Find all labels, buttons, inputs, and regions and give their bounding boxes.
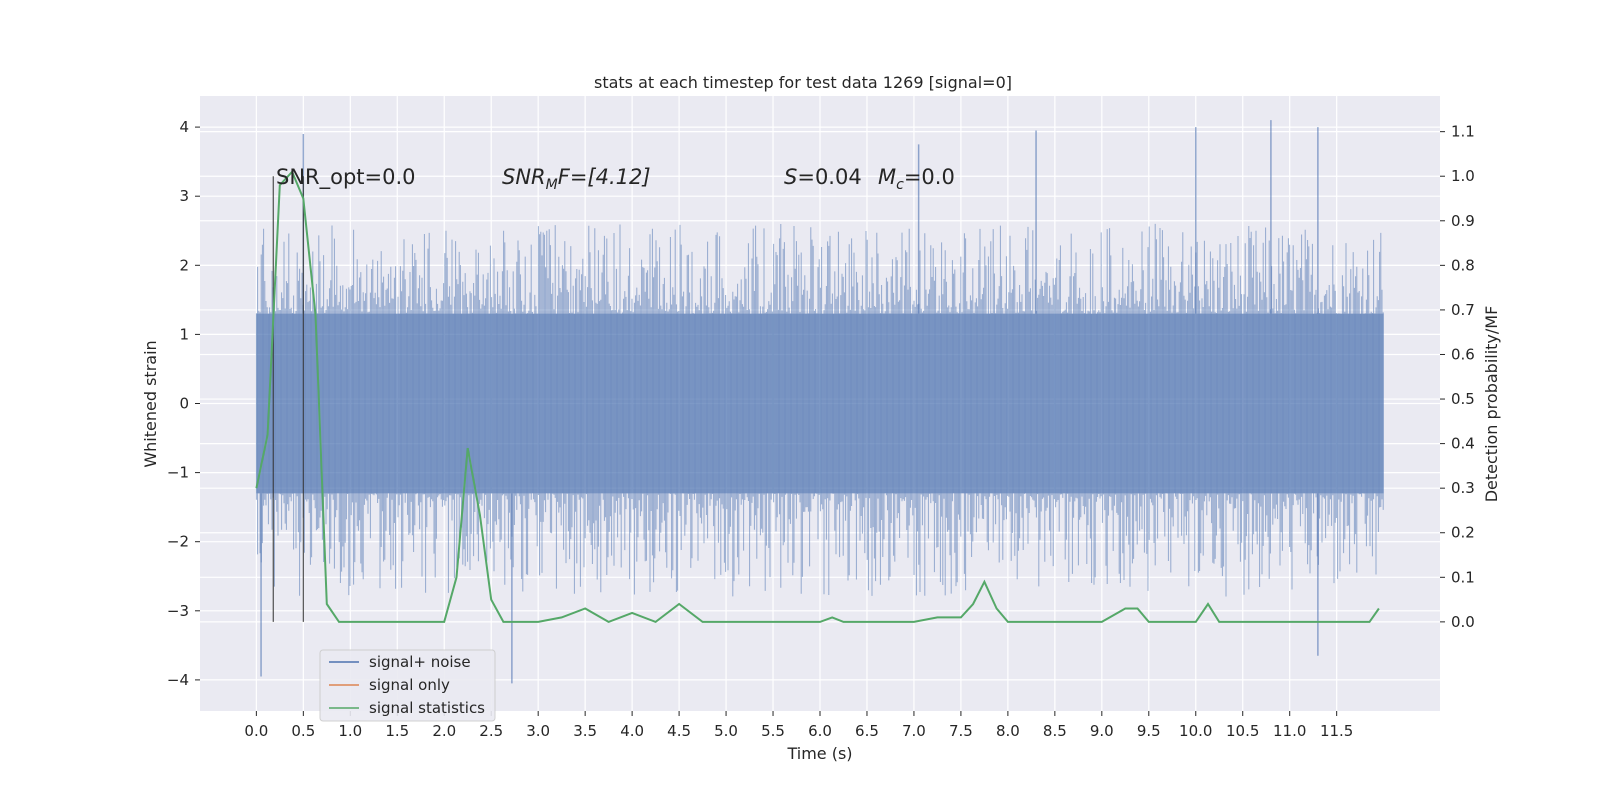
right-tick-label: 0.4 [1451,435,1475,453]
right-tick-label: 0.6 [1451,345,1475,363]
legend-box [319,649,496,722]
x-tick-label: 4.5 [667,722,691,740]
right-axis-ticks: 1.1 1.0 0.9 0.8 0.7 0.6 0.5 0.4 0.3 0.2 0.1 0.0 [1440,123,1475,631]
series-signal-statistics [255,169,1380,624]
x-tick-label: 3.0 [526,722,550,740]
left-axis-ticks: 4 3 2 1 0 −1 −2 −3 −4 [167,118,200,689]
noise-trace [255,223,1384,597]
x-tick-label: 1.5 [385,722,409,740]
annotation-mc: Mc=0.0 [878,165,955,193]
legend-label-signal-statistics: signal statistics [369,699,485,717]
right-tick-label: 0.8 [1451,256,1475,274]
x-tick-label: 0.5 [291,722,315,740]
legend: signal+ noise signal only signal statist… [319,649,496,722]
right-axis-label: Detection probability/MF [1482,306,1501,503]
annotation-mc-rest: =0.0 [904,165,955,189]
chart-title: stats at each timestep for test data 126… [594,73,1012,92]
legend-label-signal-only: signal only [369,676,450,694]
right-tick-label: 1.1 [1451,123,1475,141]
x-tick-label: 1.0 [338,722,362,740]
series-signal-noise [255,120,1384,684]
left-axis-label: Whitened strain [141,340,160,467]
x-tick-label: 0.0 [244,722,268,740]
x-tick-label: 9.0 [1090,722,1114,740]
x-tick-label: 6.5 [855,722,879,740]
left-tick-label: −1 [167,464,189,482]
x-tick-label: 11.0 [1273,722,1306,740]
right-tick-label: 0.9 [1451,212,1475,230]
x-tick-label: 7.5 [949,722,973,740]
annotation-snr-mf-rest: F=[4.12] [558,165,651,189]
left-tick-label: −2 [167,533,189,551]
x-axis-label: Time (s) [786,744,852,763]
left-tick-label: 4 [179,118,189,136]
right-tick-label: 0.7 [1451,301,1475,319]
left-tick-label: −3 [167,602,189,620]
x-tick-label: 7.0 [902,722,926,740]
annotation-s: S=0.04 [784,165,862,189]
x-tick-label: 5.5 [761,722,785,740]
x-tick-label: 3.5 [573,722,597,740]
x-tick-label: 2.5 [479,722,503,740]
x-axis-ticks: 0.0 0.5 1.0 1.5 2.0 2.5 3.0 3.5 4.0 4.5 5.0 5.5 6.0 6… [244,711,1353,740]
right-tick-label: 0.3 [1451,479,1475,497]
annotation-snr-mf-main: SNR [502,165,546,189]
x-tick-label: 10.0 [1179,722,1212,740]
x-tick-label: 9.5 [1137,722,1161,740]
vertical-markers [272,176,304,622]
right-tick-label: 0.1 [1451,568,1475,586]
x-tick-label: 10.5 [1226,722,1259,740]
x-tick-label: 8.5 [1043,722,1067,740]
left-tick-label: −4 [167,671,189,689]
left-tick-label: 3 [179,187,189,205]
x-tick-label: 11.5 [1320,722,1353,740]
x-tick-label: 6.0 [808,722,832,740]
annotation-mc-sub: c [896,177,904,193]
annotation-mc-main: M [878,165,896,189]
x-tick-label: 2.0 [432,722,456,740]
right-tick-label: 0.5 [1451,390,1475,408]
annotation-s-main: S [784,165,797,189]
right-tick-label: 0.0 [1451,613,1475,631]
annotations: SNR_opt=0.0 SNRMF=[4.12] S=0.04 Mc=0.0 [276,165,955,193]
right-tick-label: 1.0 [1451,167,1475,185]
x-tick-label: 4.0 [620,722,644,740]
annotation-snr-mf: SNRMF=[4.12] [502,165,651,193]
right-tick-label: 0.2 [1451,524,1475,542]
signal-statistics-line [255,169,1380,624]
x-tick-label: 5.0 [714,722,738,740]
annotation-snr-mf-sub: M [546,177,558,193]
left-tick-label: 0 [179,395,189,413]
x-tick-label: 8.0 [996,722,1020,740]
left-tick-label: 1 [179,325,189,343]
legend-label-signal-noise: signal+ noise [369,653,471,671]
left-tick-label: 2 [179,256,189,274]
annotation-snr-opt: SNR_opt=0.0 [276,165,416,190]
annotation-s-rest: =0.04 [797,165,861,189]
